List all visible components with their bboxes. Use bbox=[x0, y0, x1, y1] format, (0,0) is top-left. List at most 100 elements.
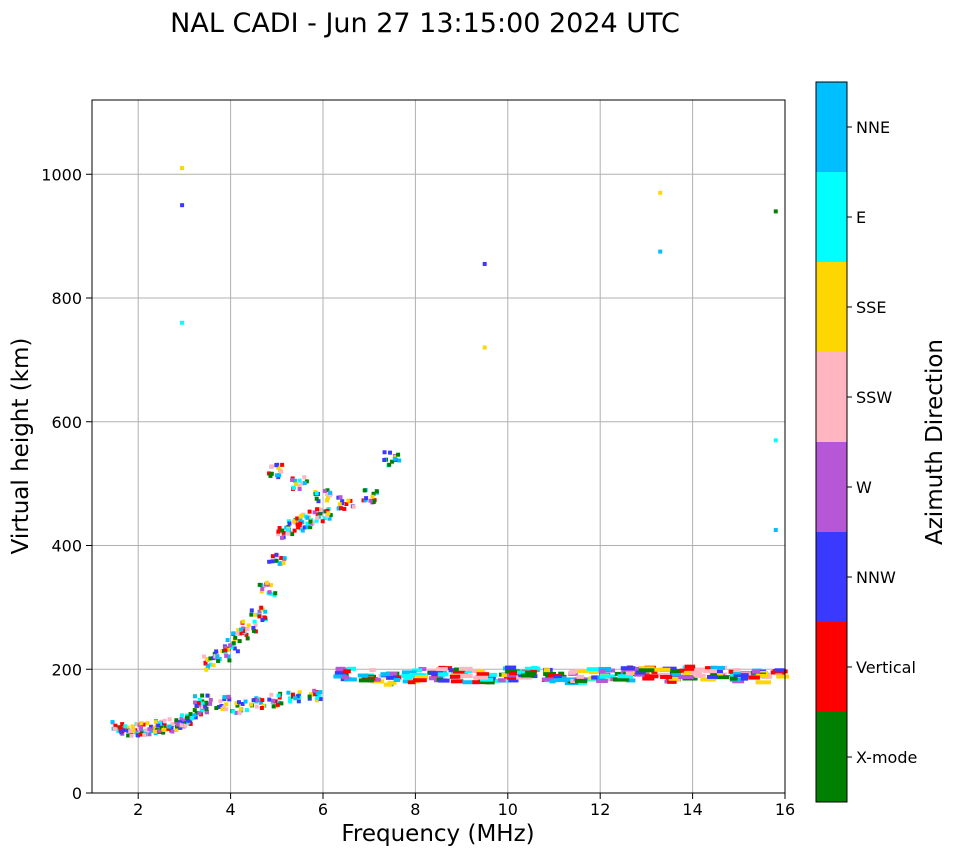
data-point bbox=[291, 694, 296, 699]
data-point bbox=[614, 671, 622, 676]
data-point bbox=[194, 703, 199, 708]
data-point bbox=[371, 499, 376, 504]
data-point bbox=[302, 481, 307, 486]
data-point bbox=[205, 693, 210, 698]
data-point bbox=[516, 675, 532, 680]
data-point bbox=[462, 680, 475, 685]
data-point bbox=[296, 525, 301, 530]
data-point bbox=[501, 673, 509, 678]
data-point bbox=[387, 462, 392, 467]
data-point bbox=[163, 727, 168, 732]
colorbar-swatch-w bbox=[816, 442, 847, 532]
data-point bbox=[642, 676, 655, 681]
data-point bbox=[183, 723, 188, 728]
data-point bbox=[472, 680, 487, 685]
x-axis-label: Frequency (MHz) bbox=[341, 821, 534, 847]
data-point bbox=[166, 726, 171, 731]
data-point bbox=[162, 718, 167, 723]
data-point bbox=[670, 669, 684, 674]
x-axis: 2 4 6 8 10 12 14 16 bbox=[133, 793, 795, 819]
data-point bbox=[231, 709, 236, 714]
data-point bbox=[383, 682, 393, 687]
data-point bbox=[694, 673, 706, 678]
data-point bbox=[407, 680, 416, 685]
data-point bbox=[740, 676, 749, 681]
data-point bbox=[260, 586, 265, 591]
data-point bbox=[260, 698, 265, 703]
data-point bbox=[392, 456, 397, 461]
data-point bbox=[531, 665, 538, 670]
colorbar-swatch-x-mode bbox=[816, 712, 847, 802]
data-point bbox=[126, 728, 131, 733]
data-point bbox=[318, 697, 323, 702]
data-point bbox=[325, 496, 330, 501]
data-point bbox=[315, 512, 320, 517]
data-point bbox=[208, 701, 213, 706]
data-point bbox=[147, 727, 152, 732]
data-point bbox=[296, 699, 301, 704]
data-point bbox=[285, 528, 290, 533]
data-point bbox=[141, 722, 146, 727]
data-point bbox=[270, 559, 275, 564]
data-point bbox=[179, 723, 184, 728]
data-point bbox=[320, 519, 325, 524]
data-point bbox=[371, 491, 376, 496]
data-point bbox=[315, 696, 320, 701]
data-point bbox=[617, 674, 634, 679]
data-point bbox=[346, 498, 351, 503]
data-point bbox=[327, 493, 332, 498]
data-point bbox=[326, 511, 331, 516]
data-point bbox=[274, 463, 279, 468]
data-point bbox=[159, 725, 164, 730]
colorbar-swatch-vertical bbox=[816, 622, 847, 712]
data-point bbox=[598, 666, 612, 671]
data-point bbox=[286, 531, 291, 536]
data-point bbox=[333, 674, 347, 679]
x-tick-label: 16 bbox=[775, 800, 795, 819]
data-point bbox=[170, 722, 175, 727]
data-point bbox=[235, 710, 240, 715]
data-point bbox=[334, 671, 347, 676]
data-point bbox=[281, 561, 286, 566]
data-point bbox=[153, 725, 158, 730]
data-point bbox=[290, 532, 295, 537]
data-point bbox=[457, 674, 473, 679]
data-point bbox=[386, 671, 398, 676]
data-point bbox=[216, 658, 221, 663]
data-point bbox=[323, 516, 328, 521]
data-point bbox=[473, 675, 488, 680]
data-point bbox=[224, 702, 229, 707]
data-point bbox=[686, 670, 703, 675]
data-point bbox=[170, 729, 175, 734]
data-point bbox=[305, 515, 310, 520]
data-point bbox=[200, 705, 205, 710]
data-point bbox=[267, 697, 272, 702]
data-point bbox=[700, 677, 716, 682]
data-point bbox=[194, 710, 199, 715]
y-axis-label: Virtual height (km) bbox=[8, 338, 34, 555]
data-point bbox=[200, 699, 205, 704]
colorbar-swatch-nne bbox=[816, 82, 847, 172]
data-point bbox=[363, 498, 368, 503]
data-point bbox=[705, 666, 714, 671]
data-point bbox=[482, 345, 487, 350]
colorbar-tick-label: NNW bbox=[856, 568, 896, 587]
data-point bbox=[225, 638, 230, 643]
data-point bbox=[586, 667, 599, 672]
data-point bbox=[112, 727, 117, 732]
data-point bbox=[293, 696, 298, 701]
data-point bbox=[177, 720, 182, 725]
data-point bbox=[215, 654, 220, 659]
data-point bbox=[302, 525, 307, 530]
data-point bbox=[295, 516, 300, 521]
data-point bbox=[180, 718, 185, 723]
data-point bbox=[520, 673, 535, 678]
data-point bbox=[249, 612, 254, 617]
data-point bbox=[476, 672, 490, 677]
data-point bbox=[240, 701, 245, 706]
data-point bbox=[174, 727, 179, 732]
colorbar-swatch-sse bbox=[816, 262, 847, 352]
data-point bbox=[476, 669, 484, 674]
data-point bbox=[180, 320, 185, 325]
data-point bbox=[279, 469, 284, 474]
